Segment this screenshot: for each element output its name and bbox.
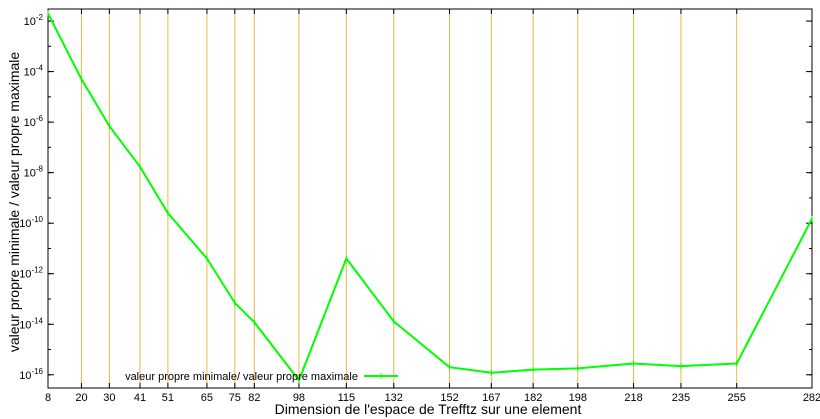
x-tick-label: 8	[45, 392, 51, 404]
x-axis: 8 20 30 41 51 65 75 82 98 115 132 152 167 182 198 218 23…	[45, 9, 820, 404]
x-tick-label: 282	[803, 392, 820, 404]
x-axis-title: Dimension de l'espace de Trefftz sur une…	[275, 401, 582, 417]
y-tick-label: 10-2	[24, 13, 44, 28]
y-tick-base: 10	[24, 67, 36, 79]
y-tick-base: 10	[19, 218, 31, 230]
series-line	[47, 12, 813, 382]
y-axis-title: valeur propre minimale / valeur propre m…	[6, 52, 22, 353]
x-tick-label: 255	[728, 392, 746, 404]
y-tick-label: 10-10	[19, 215, 43, 230]
y-tick-base: 10	[19, 319, 31, 331]
y-tick-exponent: -6	[36, 114, 44, 123]
y-tick-label: 10-14	[19, 316, 43, 331]
x-tick-label: 82	[248, 392, 260, 404]
x-tick-label: 167	[482, 392, 500, 404]
y-tick-exponent: -16	[31, 367, 43, 376]
y-tick-exponent: -12	[31, 266, 43, 275]
y-tick-exponent: -4	[36, 64, 44, 73]
y-tick-label: 10-4	[24, 64, 44, 79]
x-tick-label: 98	[293, 392, 305, 404]
plot-frame	[47, 8, 813, 389]
x-tick-label: 65	[201, 392, 213, 404]
y-tick-label: 10-8	[24, 165, 44, 180]
series-layer	[47, 10, 813, 384]
y-tick-base: 10	[24, 16, 36, 28]
y-tick-exponent: -8	[36, 165, 44, 174]
y-tick-base: 10	[19, 269, 31, 281]
x-tick-label: 152	[440, 392, 458, 404]
x-tick-label: 132	[385, 392, 403, 404]
x-tick-label: 20	[75, 392, 87, 404]
x-tick-label: 41	[134, 392, 146, 404]
y-tick-exponent: -2	[36, 13, 44, 22]
y-tick-label: 10-6	[24, 114, 44, 129]
y-tick-base: 10	[19, 370, 31, 382]
x-tick-label: 182	[524, 392, 542, 404]
y-tick-base: 10	[24, 117, 36, 129]
legend: valeur propre minimale/ valeur propre ma…	[125, 371, 398, 383]
x-tick-label: 51	[162, 392, 174, 404]
x-tick-label: 30	[103, 392, 115, 404]
x-tick-label: 75	[229, 392, 241, 404]
x-tick-label: 235	[672, 392, 690, 404]
x-tick-label: 218	[624, 392, 642, 404]
x-tick-label: 198	[569, 392, 587, 404]
legend-label: valeur propre minimale/ valeur propre ma…	[125, 371, 358, 383]
y-tick-base: 10	[24, 168, 36, 180]
y-tick-label: 10-16	[19, 367, 43, 382]
y-tick-exponent: -14	[31, 316, 43, 325]
y-tick-exponent: -10	[31, 215, 43, 224]
y-tick-label: 10-12	[19, 266, 43, 281]
grid-lines	[47, 9, 813, 388]
x-tick-label: 115	[338, 392, 356, 404]
